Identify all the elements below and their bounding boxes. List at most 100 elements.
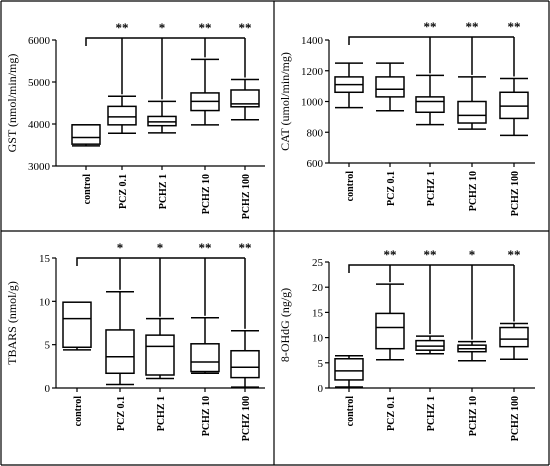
- y-tick-label: 6000: [28, 35, 51, 47]
- box-plot-pcz-0-1: [375, 62, 405, 112]
- box-plot-pchz-100: [499, 77, 529, 137]
- x-tick-label: control: [345, 171, 356, 202]
- iqr-box: [147, 115, 177, 127]
- x-tick-label: PCHZ 100: [241, 396, 252, 441]
- y-axis-label: 8-OHdG (ng/g): [278, 288, 292, 362]
- panel-1: 3000 4000 5000 6000 GST (nmol/min/mg) control…: [5, 20, 265, 219]
- iqr-box: [457, 100, 487, 124]
- y-axis-label: GST (nmol/min/mg): [5, 54, 19, 153]
- box-plot-control: [62, 301, 92, 351]
- y-tick-label: 800: [307, 127, 324, 139]
- iqr-box: [334, 358, 364, 381]
- box-plot-pchz-1: [415, 335, 445, 355]
- box-plot-pchz-10: [190, 317, 220, 375]
- x-tick-label: PCHZ 10: [201, 174, 212, 214]
- significance-bracket: [348, 36, 514, 45]
- significance-marker: *: [157, 240, 164, 255]
- significance-marker: **: [508, 247, 521, 262]
- y-tick-label: 10: [312, 333, 324, 345]
- x-tick-label: PCHZ 1: [426, 171, 437, 206]
- x-tick-label: PCHZ 10: [201, 396, 212, 436]
- significance-marker: **: [239, 240, 252, 255]
- box-plot-pchz-100: [230, 78, 260, 121]
- y-tick-label: 3000: [28, 161, 51, 173]
- x-tick-label: PCHZ 10: [468, 171, 479, 211]
- box-plot-pchz-10: [190, 58, 220, 126]
- y-tick-label: 20: [312, 282, 324, 294]
- y-tick-label: 5: [318, 358, 324, 370]
- significance-marker: **: [384, 247, 397, 262]
- box-plot-control: [334, 354, 364, 388]
- y-tick-label: 1200: [301, 66, 324, 78]
- box-plot-pcz-0-1: [107, 95, 137, 134]
- panel-2: 600 800 1000 1200 1400 CAT (umol/min/mg) contr…: [278, 19, 535, 216]
- significance-marker: **: [199, 20, 212, 35]
- x-tick-label: PCHZ 1: [158, 174, 169, 209]
- y-tick-label: 1000: [301, 97, 324, 109]
- significance-marker: *: [469, 247, 476, 262]
- y-tick-label: 10: [39, 296, 51, 308]
- x-tick-label: control: [82, 174, 93, 205]
- box-plot-pchz-1: [147, 100, 177, 134]
- iqr-box: [499, 326, 529, 348]
- x-tick-label: PCHZ 100: [510, 396, 521, 441]
- x-tick-label: PCZ 0.1: [118, 174, 129, 209]
- significance-bracket: [85, 37, 245, 46]
- y-tick-label: 15: [39, 253, 51, 265]
- x-tick-label: PCHZ 100: [241, 174, 252, 219]
- y-axis-label: CAT (umol/min/mg): [278, 52, 292, 151]
- x-tick-label: PCZ 0.1: [386, 171, 397, 206]
- iqr-box: [190, 343, 220, 373]
- x-tick-label: PCZ 0.1: [386, 396, 397, 431]
- significance-marker: **: [199, 240, 212, 255]
- significance-bracket: [76, 257, 245, 266]
- box-plot-pchz-100: [499, 322, 529, 361]
- iqr-box: [145, 334, 175, 376]
- y-tick-label: 15: [312, 307, 324, 319]
- iqr-box: [499, 91, 529, 120]
- significance-bracket: [348, 264, 514, 273]
- y-tick-label: 25: [312, 257, 324, 269]
- iqr-box: [415, 96, 445, 114]
- iqr-box: [105, 329, 135, 375]
- significance-marker: **: [116, 20, 129, 35]
- y-tick-label: 4000: [28, 119, 51, 131]
- panel-3: 0 5 10 15 TBARS (nmol/g) control PCZ 0.1 * PCHZ …: [5, 240, 265, 441]
- box-plot-pcz-0-1: [105, 291, 135, 386]
- significance-marker: **: [239, 20, 252, 35]
- x-tick-label: PCHZ 100: [510, 171, 521, 216]
- iqr-box: [230, 349, 260, 379]
- significance-marker: **: [508, 19, 521, 34]
- box-plot-pchz-100: [230, 330, 260, 388]
- x-tick-label: PCHZ 1: [156, 396, 167, 431]
- iqr-box: [107, 105, 137, 126]
- iqr-box: [62, 301, 92, 349]
- iqr-box: [375, 76, 405, 98]
- significance-marker: *: [117, 240, 124, 255]
- x-tick-label: PCZ 0.1: [116, 396, 127, 431]
- box-plot-pchz-1: [145, 317, 175, 380]
- y-tick-label: 5000: [28, 77, 51, 89]
- y-tick-label: 0: [318, 383, 324, 395]
- significance-marker: **: [424, 247, 437, 262]
- significance-marker: **: [424, 19, 437, 34]
- box-plot-pchz-10: [457, 76, 487, 130]
- x-tick-label: control: [345, 396, 356, 427]
- panel-4: 0 5 10 15 20 25 8-OHdG (ng/g) control PCZ 0.1 ** P…: [278, 247, 535, 441]
- iqr-box: [71, 124, 101, 145]
- x-tick-label: PCHZ 1: [426, 396, 437, 431]
- y-tick-label: 5: [45, 340, 51, 352]
- x-tick-label: PCHZ 10: [468, 396, 479, 436]
- iqr-box: [375, 312, 405, 350]
- y-tick-label: 1400: [301, 35, 324, 47]
- significance-marker: *: [159, 20, 166, 35]
- box-plot-pchz-1: [415, 74, 445, 126]
- y-tick-label: 0: [45, 383, 51, 395]
- box-plot-control: [334, 62, 364, 109]
- y-tick-label: 600: [307, 158, 324, 170]
- box-plot-control: [71, 124, 101, 147]
- x-tick-label: control: [73, 396, 84, 427]
